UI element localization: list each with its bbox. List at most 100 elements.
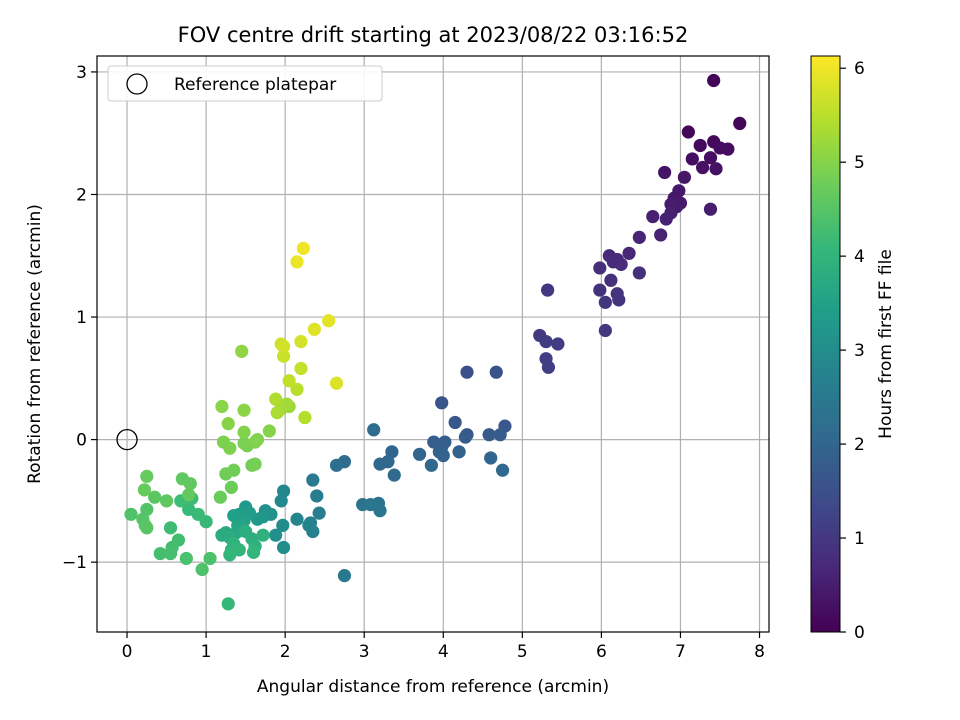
colorbar-tick-label: 0 (854, 623, 865, 643)
data-point (140, 469, 154, 483)
data-point (276, 540, 291, 555)
data-point (312, 506, 326, 520)
data-point (387, 468, 401, 482)
data-point (484, 451, 498, 465)
data-point (693, 138, 707, 153)
reference-marker (116, 428, 138, 451)
data-point (224, 480, 238, 494)
data-point (290, 382, 304, 396)
y-axis-label: Rotation from reference (arcmin) (25, 204, 45, 484)
legend-box (107, 65, 383, 102)
data-point (310, 489, 324, 503)
data-point (685, 152, 699, 166)
colorbar-tick-label: 4 (854, 247, 865, 267)
data-point (604, 273, 618, 287)
x-axis-ticks: 0 1 2 3 4 5 6 7 8 (122, 632, 765, 662)
data-point (703, 202, 718, 216)
data-point (373, 457, 387, 471)
data-point (195, 562, 209, 577)
data-point (435, 396, 449, 410)
data-point (294, 361, 308, 376)
data-point (269, 528, 283, 542)
data-point (681, 125, 695, 139)
data-point (163, 546, 178, 561)
data-point (290, 512, 304, 526)
x-tick-label: 6 (596, 642, 607, 662)
colorbar-label: Hours from first FF file (876, 249, 896, 439)
y-tick-label: 1 (76, 308, 87, 328)
data-point (237, 403, 251, 417)
data-point (290, 255, 304, 269)
data-point (182, 488, 196, 502)
data-point (227, 463, 241, 477)
data-point (458, 430, 473, 444)
data-points (124, 73, 747, 611)
data-point (276, 349, 291, 363)
data-point (282, 374, 296, 388)
colorbar: 0 1 2 3 4 5 6 Hours from first FF file (810, 55, 896, 643)
data-point (539, 334, 553, 349)
data-point (412, 447, 427, 461)
data-point (159, 494, 174, 508)
data-point (302, 518, 316, 532)
legend-marker (126, 73, 148, 95)
data-point (612, 293, 626, 307)
data-point (307, 322, 322, 336)
reference-point (116, 428, 138, 451)
data-point (460, 365, 474, 379)
data-point (183, 477, 197, 491)
data-point (329, 376, 344, 390)
data-point (659, 212, 673, 226)
x-tick-label: 5 (517, 642, 528, 662)
data-point (269, 392, 283, 406)
legend: Reference platepar (107, 65, 383, 102)
y-tick-label: 0 (76, 431, 87, 451)
data-point (270, 406, 284, 420)
data-point (707, 73, 721, 88)
data-point (179, 551, 193, 566)
data-point (153, 546, 167, 561)
data-point (163, 521, 178, 535)
legend-label: Reference platepar (174, 75, 336, 95)
data-point (215, 399, 229, 414)
data-point (622, 246, 636, 260)
data-point (367, 423, 381, 437)
data-point (373, 504, 387, 518)
data-point (677, 170, 692, 184)
data-point (658, 165, 672, 180)
colorbar-tick-label: 3 (854, 341, 865, 361)
data-point (221, 417, 235, 431)
data-point (695, 160, 710, 175)
data-point (306, 473, 320, 487)
data-point (191, 507, 205, 521)
data-point (482, 428, 496, 442)
data-point (541, 283, 555, 297)
x-tick-label: 4 (438, 642, 449, 662)
data-point (221, 597, 235, 611)
data-point (632, 266, 646, 280)
data-point (322, 314, 336, 328)
data-point (298, 410, 312, 425)
data-point (337, 569, 352, 583)
data-point (632, 230, 646, 244)
data-point (493, 428, 507, 442)
grid-lines (97, 56, 769, 632)
colorbar-ticks: 0 1 2 3 4 5 6 (840, 59, 865, 643)
data-point (262, 424, 276, 438)
data-point (495, 463, 510, 477)
data-point (296, 241, 310, 256)
data-point (280, 397, 294, 411)
data-point (448, 415, 462, 430)
data-point (124, 507, 138, 521)
data-point (424, 458, 439, 472)
x-tick-label: 7 (675, 642, 686, 662)
data-point (733, 116, 747, 131)
colorbar-tick-label: 2 (854, 435, 865, 455)
data-point (551, 337, 565, 351)
colorbar-tick-label: 6 (854, 59, 865, 79)
data-point (248, 457, 262, 471)
data-point (148, 490, 162, 504)
data-point (329, 458, 344, 472)
x-tick-label: 0 (122, 642, 133, 662)
